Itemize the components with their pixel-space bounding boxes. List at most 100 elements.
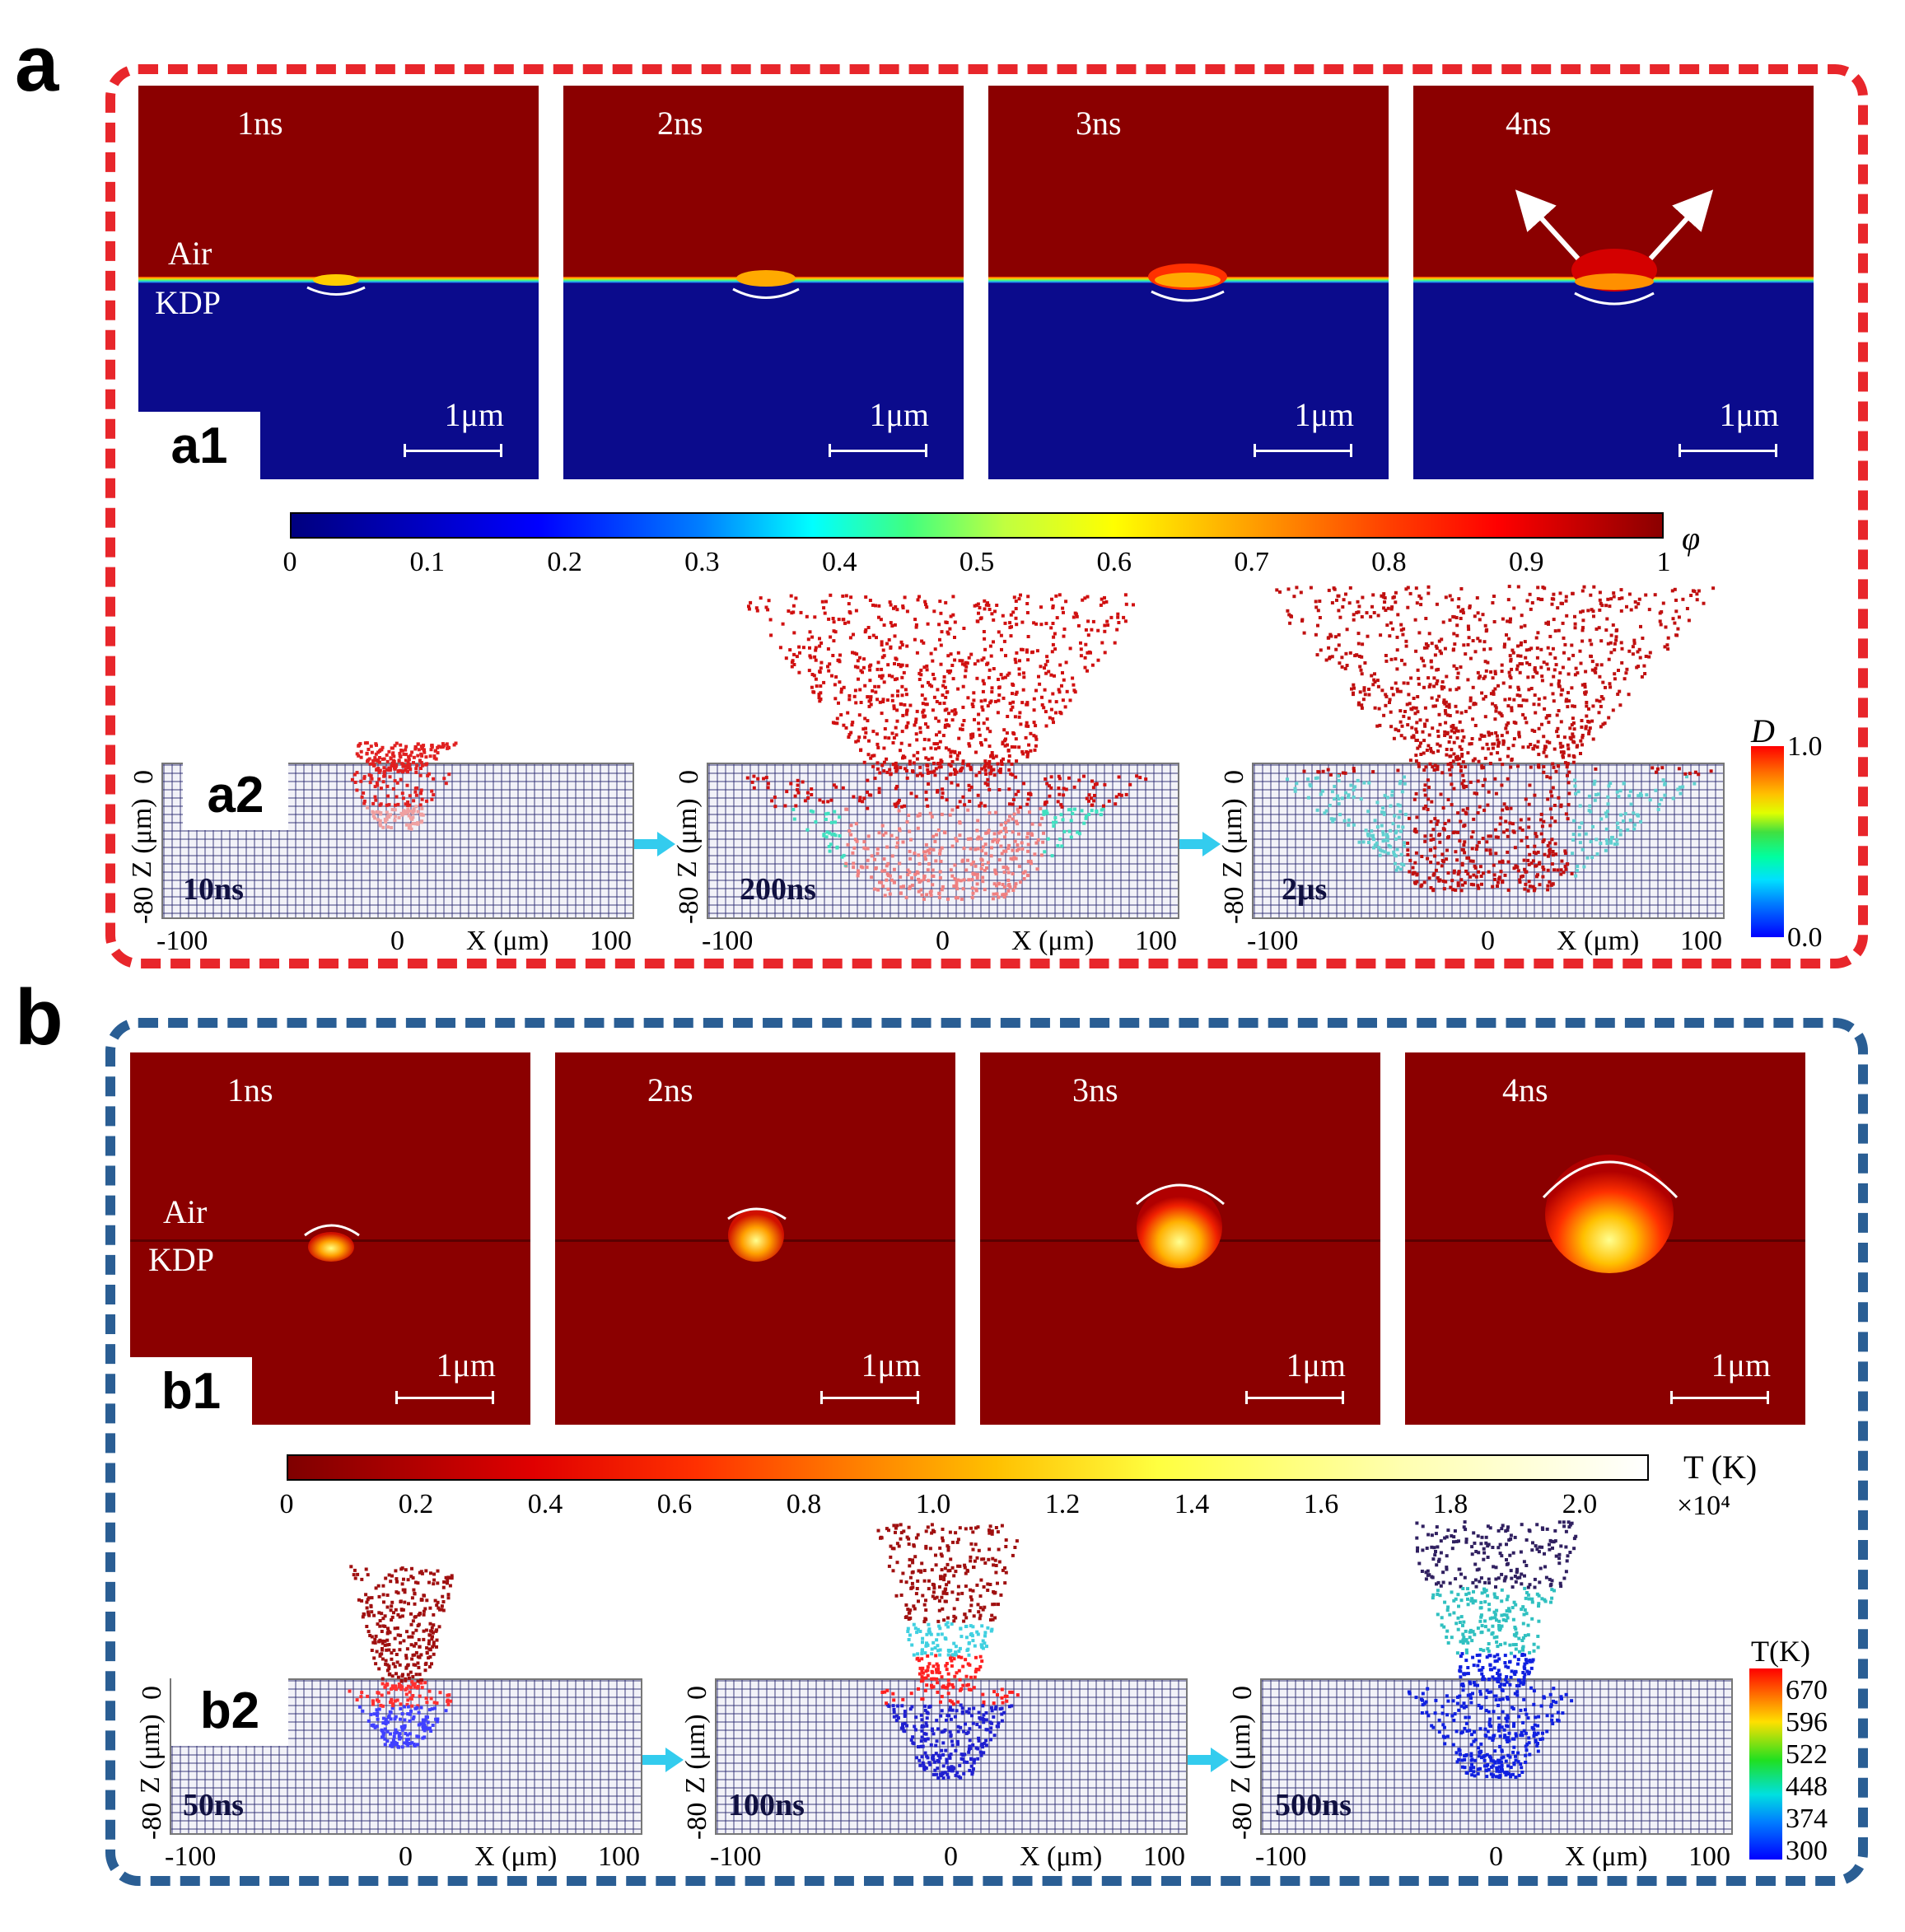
scale-label: 1μm bbox=[1286, 1346, 1346, 1384]
a2-time-1: 10ns bbox=[183, 872, 244, 907]
b2-arrow-1 bbox=[642, 1748, 684, 1772]
scale-bar bbox=[1679, 444, 1777, 457]
b2-tag: b2 bbox=[171, 1675, 288, 1746]
b2-z-tick-label: -80 bbox=[1227, 1802, 1258, 1840]
a2-x-tick-label: -100 bbox=[702, 926, 754, 956]
temperature-colorbar-title: T (K) bbox=[1683, 1449, 1758, 1486]
temperature-tick-label: 1.4 bbox=[1174, 1489, 1210, 1519]
a1-time-label: 2ns bbox=[657, 105, 703, 142]
a2-x-tick-label: 100 bbox=[1680, 926, 1722, 956]
a2-x-tick-label: -100 bbox=[1247, 926, 1299, 956]
kdp-label: KDP bbox=[148, 1241, 215, 1278]
b2-x-tick-label: 100 bbox=[1688, 1841, 1730, 1872]
b2-legend-tick-label: 300 bbox=[1786, 1836, 1828, 1866]
b1-hotspot-3 bbox=[1136, 1183, 1225, 1268]
scale-bar bbox=[1254, 444, 1352, 457]
b1-time-label: 2ns bbox=[647, 1071, 693, 1108]
scale-bar bbox=[820, 1391, 919, 1404]
b1-hotspot-2 bbox=[727, 1207, 787, 1262]
temperature-colorbar-multiplier: ×10⁴ bbox=[1677, 1491, 1731, 1521]
b2-arrow-2 bbox=[1188, 1748, 1229, 1772]
scale-label: 1μm bbox=[861, 1346, 921, 1384]
b1-hotspot-4 bbox=[1542, 1155, 1679, 1273]
a2-cloud-2 bbox=[745, 593, 1148, 901]
scale-label: 1μm bbox=[444, 396, 504, 433]
phi-tick-label: 0.6 bbox=[1096, 547, 1132, 577]
a2-damage-legend bbox=[1751, 746, 1784, 937]
a2-arrow-1 bbox=[634, 832, 675, 856]
b1-snapshot-2: 2ns 1μm bbox=[555, 1052, 955, 1425]
scale-bar bbox=[1670, 1391, 1769, 1404]
b2-legend-tick-label: 670 bbox=[1786, 1675, 1828, 1706]
b1-snapshot-1: 1ns Air KDP 1μm b1 bbox=[130, 1052, 530, 1425]
b2-cloud-3 bbox=[1407, 1520, 1578, 1779]
a1-time-label: 4ns bbox=[1506, 105, 1552, 142]
b2-temperature-legend bbox=[1749, 1668, 1782, 1860]
a1-tag: a1 bbox=[138, 412, 260, 479]
b2-legend-tick-label: 374 bbox=[1786, 1804, 1828, 1834]
a2-legend-title: D bbox=[1751, 712, 1775, 749]
temperature-tick-label: 0.8 bbox=[786, 1489, 822, 1519]
b2-z-axis-label: Z (μm) bbox=[680, 1714, 711, 1794]
panel-b-frame bbox=[105, 1018, 1868, 1886]
b1-snapshot-4: 4ns 1μm bbox=[1405, 1052, 1805, 1425]
scale-label: 1μm bbox=[1294, 396, 1354, 433]
panel-b-letter: b bbox=[15, 973, 63, 1062]
a2-x-tick-label: -100 bbox=[156, 926, 208, 956]
panel-a-letter: a bbox=[15, 20, 59, 108]
phi-tick-label: 0.4 bbox=[821, 547, 857, 577]
a1-crater-4 bbox=[1515, 189, 1714, 306]
b2-x-axis-label: X (μm) bbox=[1020, 1841, 1103, 1872]
a1-time-label: 3ns bbox=[1076, 105, 1122, 142]
temperature-tick-label: 1.8 bbox=[1432, 1489, 1468, 1519]
temperature-tick-label: 1.2 bbox=[1044, 1489, 1081, 1519]
a2-time-2: 200ns bbox=[740, 872, 816, 907]
a2-cloud-1 bbox=[350, 741, 458, 831]
a1-snapshot-4: 4ns 1μm bbox=[1413, 86, 1814, 479]
phi-tick-label: 0.2 bbox=[547, 547, 582, 577]
a1-snapshot-3: 3ns 1μm bbox=[988, 86, 1389, 479]
b2-x-tick-label: 0 bbox=[944, 1841, 958, 1872]
b2-x-axis-label: X (μm) bbox=[474, 1841, 558, 1872]
a2-tag: a2 bbox=[183, 759, 288, 830]
b2-z-tick-label: 0 bbox=[1227, 1686, 1258, 1700]
b2-legend-tick-label: 596 bbox=[1786, 1707, 1828, 1738]
b2-time-2: 100ns bbox=[728, 1788, 805, 1822]
temperature-tick-label: 0 bbox=[279, 1489, 294, 1519]
a2-time-3: 2μs bbox=[1282, 872, 1328, 907]
phi-tick-label: 0.8 bbox=[1371, 547, 1407, 577]
b2-z-axis-label: Z (μm) bbox=[135, 1714, 166, 1794]
b2-z-tick-label: 0 bbox=[682, 1686, 712, 1700]
scale-label: 1μm bbox=[1711, 1346, 1771, 1384]
a1-time-label: 1ns bbox=[237, 105, 283, 142]
b2-x-tick-label: -100 bbox=[1255, 1841, 1307, 1872]
b2-z-tick-label: -80 bbox=[682, 1802, 712, 1840]
temperature-tick-label: 1.0 bbox=[915, 1489, 951, 1519]
phi-colorbar bbox=[290, 512, 1664, 539]
b2-z-axis-label: Z (μm) bbox=[1226, 1714, 1256, 1794]
scale-bar bbox=[395, 1391, 494, 1404]
b2-legend-tick-label: 522 bbox=[1786, 1739, 1828, 1770]
b2-legend-tick-label: 448 bbox=[1786, 1771, 1828, 1802]
panel-a-frame bbox=[105, 64, 1868, 968]
b1-time-label: 1ns bbox=[227, 1071, 273, 1108]
a2-x-axis-label: X (μm) bbox=[1011, 926, 1095, 956]
a2-cloud-3 bbox=[1275, 585, 1716, 893]
phi-tick-label: 0 bbox=[282, 547, 297, 577]
a1-crater-3 bbox=[1148, 264, 1227, 302]
a1-snapshot-1: 1ns Air KDP 1μm a1 bbox=[138, 86, 539, 479]
b2-x-axis-label: X (μm) bbox=[1565, 1841, 1648, 1872]
a2-x-tick-label: 100 bbox=[590, 926, 632, 956]
b2-z-tick-label: -80 bbox=[137, 1802, 167, 1840]
b2-time-3: 500ns bbox=[1275, 1788, 1352, 1822]
scale-bar bbox=[829, 444, 927, 457]
a2-legend-max: 1.0 bbox=[1787, 731, 1823, 762]
temperature-tick-label: 0.6 bbox=[656, 1489, 693, 1519]
b2-cloud-2 bbox=[876, 1523, 1020, 1780]
a2-x-tick-label: 0 bbox=[936, 926, 950, 956]
phi-tick-label: 0.1 bbox=[409, 547, 446, 577]
a2-x-axis-label: X (μm) bbox=[466, 926, 549, 956]
b2-x-tick-label: 100 bbox=[598, 1841, 640, 1872]
a2-x-tick-label: 0 bbox=[390, 926, 404, 956]
scale-label: 1μm bbox=[1719, 396, 1779, 433]
